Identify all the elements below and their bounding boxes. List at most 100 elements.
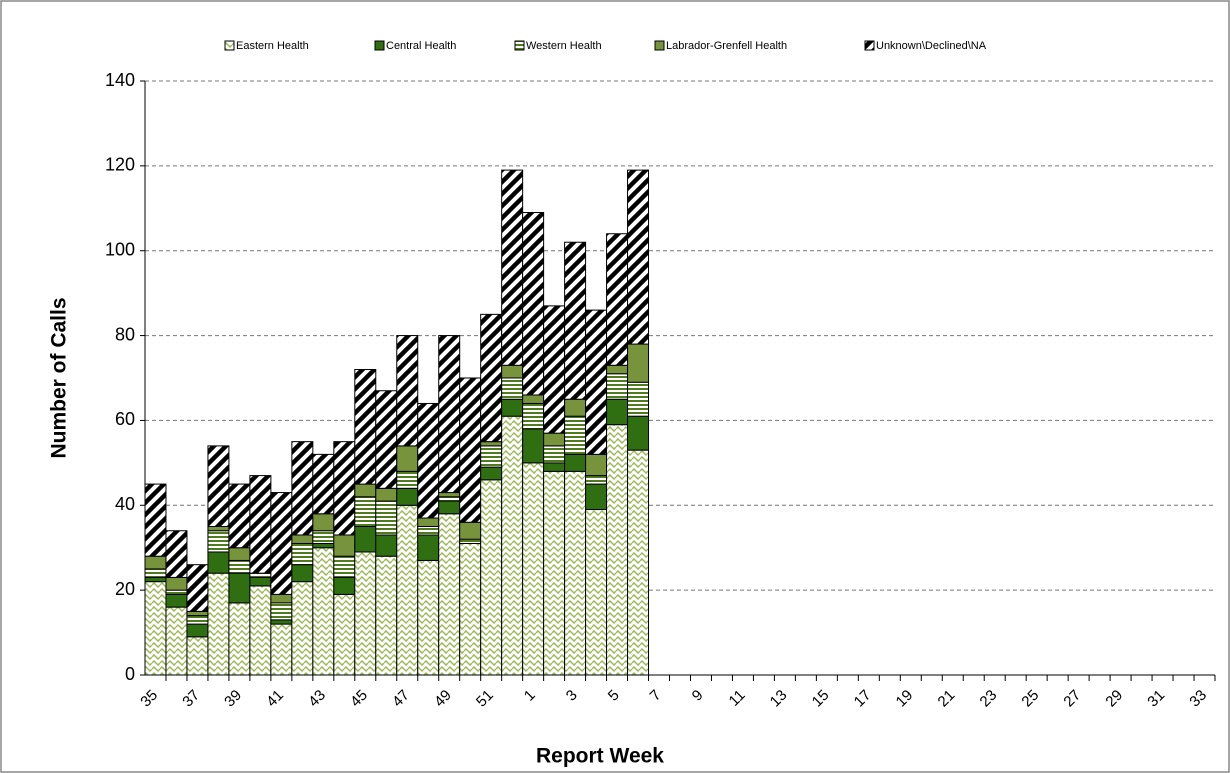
bar-segment xyxy=(543,445,566,464)
bar-segment xyxy=(249,576,272,587)
bar-segment xyxy=(585,309,608,455)
bar-segment xyxy=(522,462,545,676)
bar-segment xyxy=(501,169,524,366)
bar-segment xyxy=(522,394,545,404)
bar-segment xyxy=(270,619,293,625)
bar-segment xyxy=(333,555,356,578)
bar-segment xyxy=(459,521,482,540)
bar-segment xyxy=(186,636,209,676)
legend-label: Unknown\Declined\NA xyxy=(876,40,987,52)
bar-segment xyxy=(144,483,167,557)
bar-segment xyxy=(564,470,587,676)
bar-segment xyxy=(291,542,314,566)
bar-segment xyxy=(333,593,356,676)
bar-segment xyxy=(606,373,629,400)
bar-segment xyxy=(627,449,650,676)
bar-segment xyxy=(354,496,377,527)
legend-swatch xyxy=(374,40,385,51)
bar-segment xyxy=(375,534,398,557)
bar-segment xyxy=(144,555,167,570)
bar-segment xyxy=(165,606,188,676)
bar-segment xyxy=(207,551,230,574)
bar-segment xyxy=(207,572,230,676)
bar-segment xyxy=(564,241,587,400)
bar-segment xyxy=(333,534,356,557)
y-tick-label: 0 xyxy=(125,664,135,684)
bar-segment xyxy=(606,364,629,375)
bar-segment xyxy=(543,432,566,447)
bar-segment xyxy=(312,453,335,515)
bar-segment xyxy=(396,504,419,676)
bar-segment xyxy=(522,212,545,396)
bar-segment xyxy=(417,517,440,527)
bar-segment xyxy=(522,402,545,430)
y-tick-label: 140 xyxy=(105,70,135,90)
bar-segment xyxy=(375,500,398,536)
bar-segment xyxy=(543,305,566,434)
bar-segment xyxy=(354,551,377,676)
bar-segment xyxy=(354,526,377,553)
bar-segment xyxy=(375,390,398,489)
bar-segment xyxy=(396,470,419,489)
bar-segment xyxy=(186,610,209,617)
bar-segment xyxy=(585,453,608,477)
bar-segment xyxy=(249,572,272,578)
bar-segment xyxy=(165,593,188,608)
bar-segment xyxy=(459,538,482,544)
bar-segment xyxy=(354,483,377,498)
bar-segment xyxy=(585,483,608,511)
bar-segment xyxy=(207,530,230,553)
bar-segment xyxy=(543,470,566,676)
bar-segment xyxy=(186,615,209,625)
bar-segment xyxy=(627,343,650,383)
bar-segment xyxy=(375,487,398,502)
y-tick-label: 120 xyxy=(105,155,135,175)
bar-segment xyxy=(459,377,482,523)
bar-segment xyxy=(333,441,356,536)
bar-segment xyxy=(291,581,314,676)
bar-segment xyxy=(480,441,503,447)
bar-segment xyxy=(627,415,650,451)
bar-segment xyxy=(207,445,230,527)
legend-label: Western Health xyxy=(526,40,602,52)
bar-segment xyxy=(438,513,461,676)
bar-segment xyxy=(354,369,377,485)
legend-swatch xyxy=(864,40,875,51)
bar-segment xyxy=(480,313,503,443)
bar-segment xyxy=(249,585,272,676)
bar-segment xyxy=(417,559,440,676)
bar-segment xyxy=(480,445,503,468)
legend-label: Eastern Health xyxy=(236,40,309,52)
y-tick-label: 100 xyxy=(105,239,135,259)
bar-segment xyxy=(228,602,251,676)
y-axis-title: Number of Calls xyxy=(48,297,71,458)
bar-segment xyxy=(228,547,251,561)
bar-segment xyxy=(144,581,167,676)
bar-segment xyxy=(522,428,545,464)
bar-segment xyxy=(438,500,461,515)
bar-segment xyxy=(606,233,629,366)
bar-segment xyxy=(501,377,524,400)
bar-segment xyxy=(291,564,314,583)
bar-segment xyxy=(165,589,188,595)
bar-segment xyxy=(144,568,167,578)
bar-segment xyxy=(270,602,293,621)
x-axis-title: Report Week xyxy=(536,745,664,768)
bar-segment xyxy=(396,445,419,472)
y-tick-label: 80 xyxy=(115,324,135,344)
legend-swatch xyxy=(654,40,665,51)
bar-segment xyxy=(501,364,524,379)
bar-segment xyxy=(312,547,335,676)
bar-segment xyxy=(228,559,251,574)
bar-segment xyxy=(417,526,440,536)
bar-segment xyxy=(627,169,650,345)
bar-segment xyxy=(480,466,503,481)
bar-segment xyxy=(291,441,314,536)
legend-label: Labrador-Grenfell Health xyxy=(666,40,787,52)
bar-segment xyxy=(501,398,524,417)
bar-segment xyxy=(585,475,608,485)
bar-segment xyxy=(249,475,272,574)
bar-segment xyxy=(165,576,188,591)
bar-segment xyxy=(312,530,335,544)
